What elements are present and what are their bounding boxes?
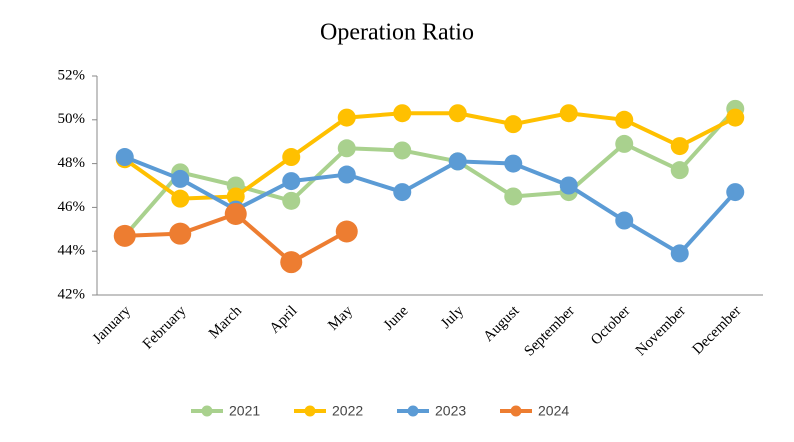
data-point — [113, 224, 136, 247]
data-point — [169, 222, 192, 245]
x-tick-label: March — [206, 303, 245, 342]
data-point — [615, 134, 634, 153]
data-point — [280, 251, 303, 274]
data-point — [171, 169, 190, 188]
data-point — [171, 189, 190, 208]
x-tick-label: September — [521, 303, 578, 360]
data-point — [282, 148, 301, 167]
y-tick-label: 48% — [58, 155, 86, 171]
data-point — [615, 110, 634, 129]
x-tick-label: February — [140, 303, 190, 353]
data-point — [337, 108, 356, 127]
data-point — [504, 154, 523, 173]
data-point — [393, 141, 412, 160]
x-tick-label: December — [690, 303, 745, 358]
legend-swatch-marker — [201, 405, 213, 417]
data-point — [115, 148, 134, 167]
y-tick-label: 52% — [58, 67, 86, 83]
data-point — [393, 183, 412, 202]
legend-label: 2021 — [229, 403, 260, 419]
legend-swatch-marker — [304, 405, 316, 417]
x-tick-label: November — [633, 303, 689, 359]
y-tick-label: 46% — [58, 199, 86, 215]
x-tick-label: October — [588, 303, 633, 348]
x-tick-label: May — [325, 303, 356, 334]
x-tick-label: June — [381, 303, 412, 334]
data-point — [448, 104, 467, 123]
data-point — [282, 191, 301, 210]
data-point — [335, 220, 358, 243]
data-point — [393, 104, 412, 123]
data-point — [224, 202, 247, 225]
data-point — [226, 187, 245, 206]
y-tick-label: 42% — [58, 286, 86, 302]
legend: 2021 2022 2023 2024 — [191, 403, 569, 419]
data-point — [670, 161, 689, 180]
data-point — [559, 176, 578, 195]
legend-label: 2024 — [538, 403, 569, 419]
legend-label: 2022 — [332, 403, 363, 419]
data-point — [282, 172, 301, 191]
data-point — [337, 139, 356, 158]
y-tick-label: 44% — [58, 243, 86, 259]
data-point — [670, 244, 689, 263]
legend-swatch-marker — [407, 405, 419, 417]
data-point — [670, 137, 689, 156]
legend-swatch-marker — [510, 405, 522, 417]
x-tick-label: August — [481, 302, 524, 345]
data-point — [337, 165, 356, 184]
data-point — [559, 104, 578, 123]
data-point — [615, 211, 634, 230]
data-point — [504, 115, 523, 134]
x-tick-label: April — [267, 303, 301, 337]
data-point — [448, 152, 467, 171]
data-point — [726, 108, 745, 127]
data-point — [504, 187, 523, 206]
data-point — [726, 183, 745, 202]
y-tick-label: 50% — [58, 111, 86, 127]
series-line — [124, 155, 737, 256]
series-line — [123, 107, 737, 238]
x-tick-label: July — [438, 303, 467, 332]
chart-title: Operation Ratio — [320, 20, 474, 46]
x-tick-label: January — [90, 303, 135, 348]
series-line — [123, 111, 737, 201]
legend-label: 2023 — [435, 403, 466, 419]
